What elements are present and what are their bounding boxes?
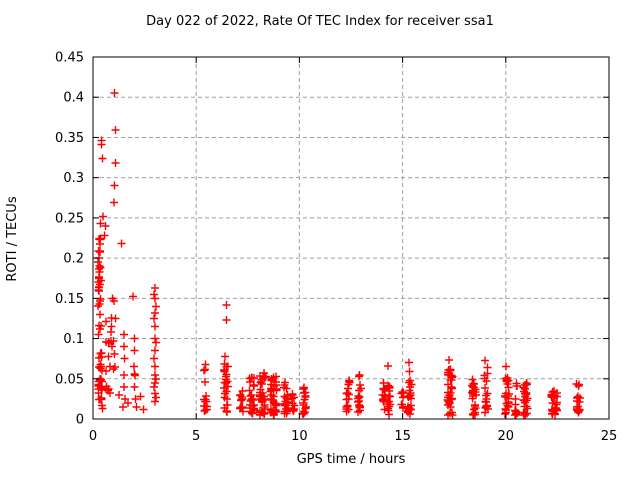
x-tick-label: 10: [291, 429, 308, 444]
x-tick-label: 0: [89, 429, 97, 444]
y-tick-label: 0.05: [55, 372, 84, 387]
x-tick-label: 15: [394, 429, 411, 444]
y-tick-label: 0.35: [55, 131, 84, 146]
x-axis-label: GPS time / hours: [296, 452, 406, 467]
x-tick-label: 20: [498, 429, 515, 444]
x-tick-label: 5: [192, 429, 200, 444]
y-tick-label: 0.1: [63, 332, 84, 347]
y-tick-label: 0.3: [63, 171, 84, 186]
chart-title: Day 022 of 2022, Rate Of TEC Index for r…: [146, 14, 494, 29]
y-tick-label: 0.2: [63, 252, 84, 267]
y-tick-label: 0.15: [55, 292, 84, 307]
y-tick-label: 0: [76, 413, 84, 428]
y-tick-label: 0.4: [63, 91, 84, 106]
x-tick-label: 25: [601, 429, 618, 444]
y-tick-label: 0.45: [55, 51, 84, 66]
y-tick-label: 0.25: [55, 211, 84, 226]
